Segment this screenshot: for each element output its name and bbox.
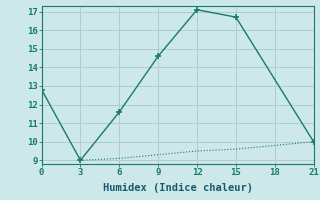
X-axis label: Humidex (Indice chaleur): Humidex (Indice chaleur) [103,183,252,193]
